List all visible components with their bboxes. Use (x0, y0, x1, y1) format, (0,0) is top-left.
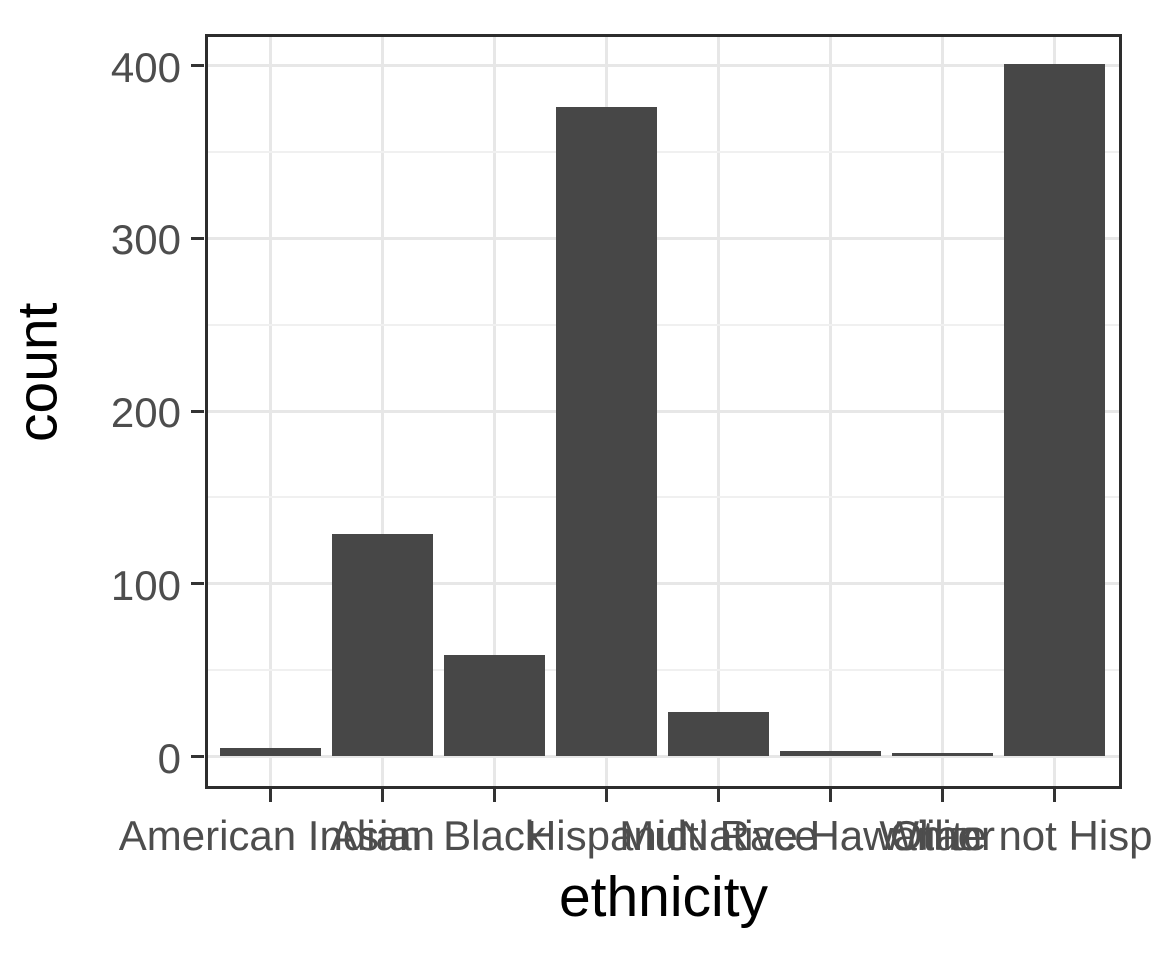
y-tick-label-300: 300 (110, 216, 181, 264)
x-tick-native-hawaiian (829, 789, 832, 802)
x-tick-other (941, 789, 944, 802)
y-tick-label-0: 0 (157, 734, 181, 782)
x-tick-label-other: Other (889, 812, 996, 859)
bar-black (444, 654, 545, 757)
gridline-y-300 (205, 236, 1122, 240)
x-tick-black (493, 789, 496, 802)
y-tick-label-400: 400 (110, 43, 181, 91)
x-tick-label-asian: Asian (329, 812, 436, 859)
x-tick-white-not-hispanic (1053, 789, 1056, 802)
gridline-y-minor-150 (205, 496, 1122, 499)
bar-native-hawaiian (780, 751, 881, 757)
x-tick-label-black: Black (443, 812, 546, 859)
gridline-y-200 (205, 409, 1122, 413)
y-tick-label-200: 200 (110, 389, 181, 437)
gridline-y-minor-250 (205, 323, 1122, 326)
bar-asian (332, 533, 433, 757)
y-tick-label-100: 100 (110, 561, 181, 609)
y-tick-300 (191, 236, 204, 240)
x-tick-label-white-not-hispanic: White not Hispanic (879, 812, 1152, 859)
y-tick-200 (191, 409, 204, 413)
x-tick-label-american-indian: American Indian (118, 812, 423, 859)
x-tick-hispanic (605, 789, 608, 802)
x-tick-label-multi-race: Multi Race (619, 812, 818, 859)
x-tick-label-hispanic: Hispanic (525, 812, 688, 859)
bar-multi-race (668, 711, 769, 757)
bar-other (892, 753, 993, 757)
gridline-y-0 (205, 755, 1122, 758)
bar-american-indian (220, 747, 321, 757)
x-tick-multi-race (717, 789, 720, 802)
bar-white-not-hispanic (1004, 63, 1105, 757)
y-tick-0 (191, 755, 204, 758)
gridline-y-400 (205, 64, 1122, 67)
x-axis-title: ethnicity (558, 865, 769, 929)
y-axis-title: count (5, 302, 70, 442)
x-tick-label-native-hawaiian: Native Hawaiian (678, 812, 983, 859)
gridline-y-minor-350 (205, 150, 1122, 153)
bar-hispanic (556, 106, 657, 757)
gridline-y-100 (205, 582, 1122, 586)
gridline-y-minor-50 (205, 669, 1122, 672)
x-tick-asian (381, 789, 384, 802)
x-tick-american-indian (269, 789, 272, 802)
y-tick-100 (191, 582, 204, 586)
y-tick-400 (191, 64, 204, 67)
